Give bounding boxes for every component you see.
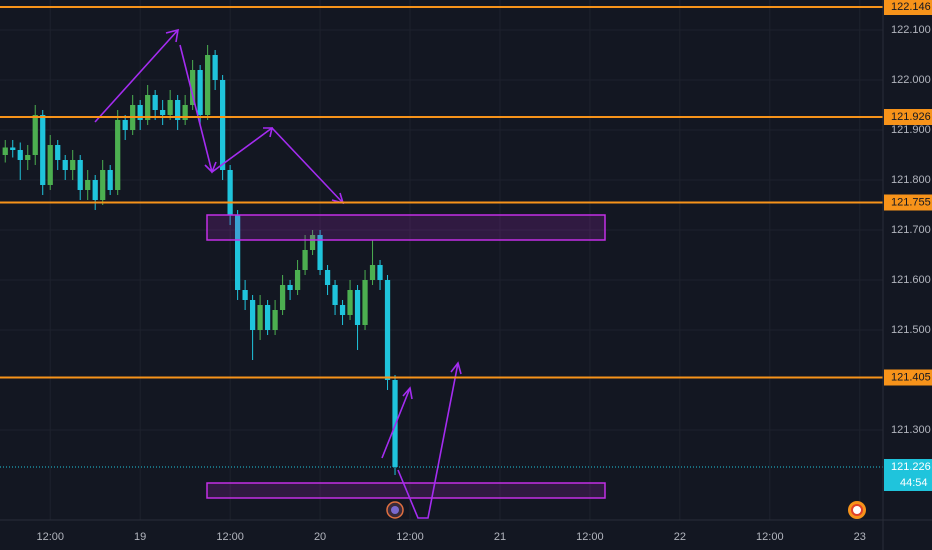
arrow	[94, 29, 179, 123]
candle-body	[309, 235, 316, 250]
candle-body	[190, 70, 196, 105]
x-tick-label: 12:00	[576, 531, 604, 543]
candle-body	[152, 95, 158, 110]
level-label-box	[884, 369, 932, 386]
candle-body	[137, 105, 143, 120]
candle-body	[160, 110, 166, 115]
candle-body	[362, 280, 368, 325]
candle-body	[347, 290, 353, 315]
candle-body	[317, 235, 323, 270]
y-tick-label: 122.100	[891, 24, 931, 36]
candle-body	[100, 170, 106, 200]
candle-body	[205, 55, 211, 115]
level-label: 121.926	[891, 111, 931, 123]
y-tick-label: 121.800	[891, 174, 931, 186]
level-label: 121.755	[891, 196, 931, 208]
arrow	[179, 44, 344, 204]
levels	[0, 6, 883, 468]
candle-body	[287, 285, 293, 290]
candle-body	[339, 305, 346, 315]
x-tick-label: 12:00	[756, 531, 784, 543]
candle-body	[294, 270, 301, 290]
arrow	[397, 362, 459, 519]
x-tick-label: 12:00	[396, 531, 424, 543]
candle-body	[17, 150, 23, 160]
axes: 122.100 122.000 121.900 121.800 121.700 121.6…	[36, 0, 932, 543]
level-label: 121.405	[891, 371, 931, 383]
candle-body	[92, 180, 98, 200]
candle-body	[47, 145, 53, 185]
level-label-box	[884, 0, 932, 15]
candle-body	[2, 147, 8, 155]
candle-body	[324, 270, 331, 285]
level-label-box	[884, 194, 932, 211]
x-tick-label: 21	[494, 531, 506, 543]
current-price-label: 121.226	[891, 461, 931, 473]
candle-body	[264, 305, 271, 330]
candle-body	[257, 305, 263, 330]
x-tick-label: 20	[314, 531, 326, 543]
candle-body	[32, 115, 38, 155]
candle-body	[107, 170, 113, 190]
candle-body	[70, 160, 76, 170]
arrow-head	[450, 361, 462, 375]
candle-body	[197, 70, 203, 115]
candle-body	[369, 265, 376, 280]
candle-body	[220, 80, 226, 170]
x-tick-label: 19	[134, 531, 146, 543]
event-icon-inner	[391, 506, 399, 514]
candle-body	[25, 155, 31, 160]
candle-body	[249, 300, 256, 330]
candle-body	[354, 290, 361, 325]
candle-body	[242, 290, 248, 300]
price-axis	[883, 0, 932, 520]
arrows	[94, 28, 462, 519]
y-tick-label: 121.600	[891, 274, 931, 286]
current-price-box	[884, 459, 932, 491]
y-tick-label: 122.000	[891, 74, 931, 86]
candle-body	[40, 115, 46, 185]
countdown: 44:54	[900, 477, 928, 489]
candle-body	[227, 170, 233, 215]
candle-body	[167, 100, 173, 115]
grid	[0, 0, 883, 520]
candle-body	[272, 310, 278, 330]
x-tick-label: 22	[674, 531, 686, 543]
x-tick-label: 12:00	[216, 531, 244, 543]
y-tick-label: 121.300	[891, 424, 931, 436]
candle-body	[175, 100, 181, 120]
arrow	[381, 387, 411, 459]
candle-body	[212, 55, 218, 80]
candle-body	[122, 120, 128, 130]
arrow-head	[204, 161, 217, 174]
candle-body	[182, 105, 188, 120]
candle-body	[62, 160, 68, 170]
candle-body	[279, 285, 286, 310]
x-tick-label: 23	[854, 531, 866, 543]
y-tick-label: 121.500	[891, 324, 931, 336]
x-tick-label: 12:00	[36, 531, 64, 543]
arrow-head	[165, 28, 179, 43]
candle-body	[234, 215, 241, 290]
candle-body	[10, 147, 16, 150]
level-label-box	[884, 109, 932, 125]
zone	[206, 214, 606, 241]
candle-body	[332, 285, 338, 305]
y-tick-label: 121.900	[891, 124, 931, 136]
y-tick-label: 121.700	[891, 224, 931, 236]
arrow-head	[263, 127, 273, 138]
candle-body	[145, 95, 151, 120]
candle-body	[377, 265, 383, 280]
level-label: 122.146	[891, 1, 931, 13]
candle-body	[77, 160, 83, 190]
arrow-head	[402, 386, 413, 400]
candle-body	[302, 250, 308, 270]
dividend-icon-inner	[851, 504, 863, 516]
candle-body	[85, 180, 91, 190]
candle-body	[115, 120, 121, 190]
candle-body	[384, 280, 391, 380]
candle-body	[55, 145, 61, 160]
